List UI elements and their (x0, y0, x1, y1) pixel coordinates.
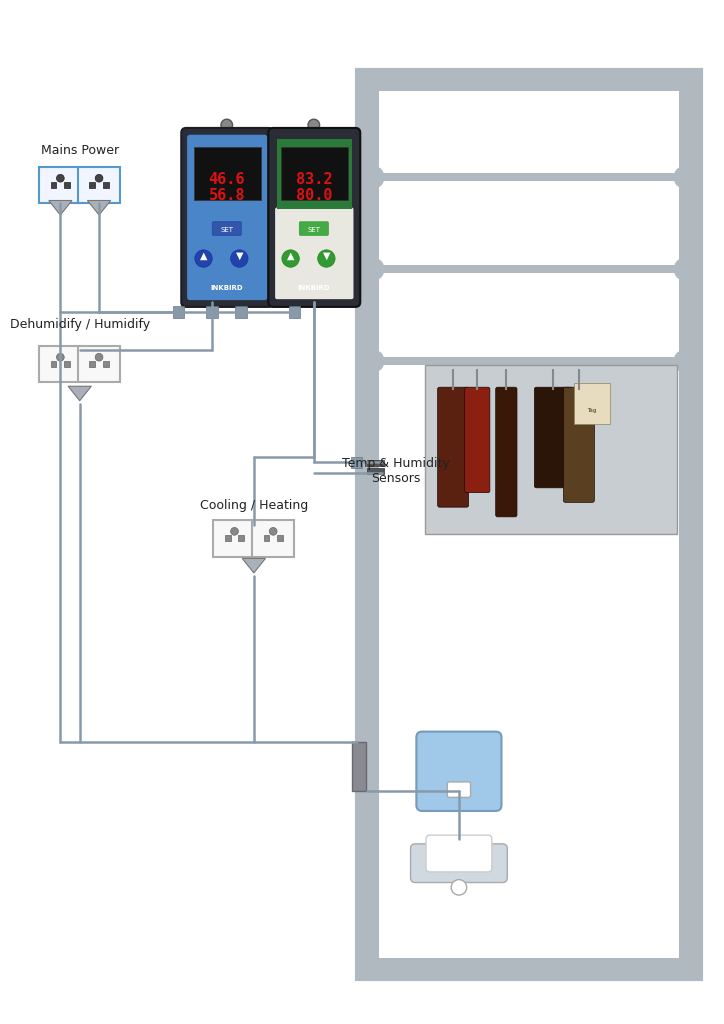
Polygon shape (49, 201, 72, 215)
Bar (384, 357, 675, 365)
Circle shape (56, 174, 64, 182)
Bar (384, 265, 675, 273)
FancyBboxPatch shape (39, 346, 82, 382)
Bar (352, 742, 366, 791)
Polygon shape (68, 386, 91, 400)
FancyBboxPatch shape (496, 387, 517, 517)
Polygon shape (88, 201, 111, 215)
Bar (281, 147, 348, 201)
Circle shape (95, 353, 103, 361)
Text: SET: SET (220, 226, 233, 232)
Bar (206, 306, 218, 317)
FancyBboxPatch shape (77, 346, 120, 382)
Text: Dehumidify / Humidify: Dehumidify / Humidify (9, 317, 150, 331)
FancyBboxPatch shape (465, 387, 490, 493)
FancyBboxPatch shape (77, 167, 120, 204)
Bar (172, 306, 184, 317)
Text: ▼: ▼ (235, 251, 243, 261)
FancyBboxPatch shape (379, 91, 680, 958)
Text: Temp & Humidity
Sensors: Temp & Humidity Sensors (342, 457, 450, 484)
Ellipse shape (367, 350, 384, 372)
Bar (51, 182, 56, 188)
FancyBboxPatch shape (416, 731, 502, 811)
Text: Tag: Tag (586, 408, 596, 413)
FancyBboxPatch shape (269, 128, 361, 307)
FancyBboxPatch shape (563, 387, 594, 503)
FancyBboxPatch shape (447, 782, 471, 798)
Ellipse shape (367, 167, 384, 188)
Text: 83.2: 83.2 (295, 172, 332, 186)
Bar (367, 468, 384, 474)
FancyBboxPatch shape (213, 520, 256, 556)
Ellipse shape (674, 350, 691, 372)
Ellipse shape (674, 167, 691, 188)
Bar (103, 361, 109, 367)
Circle shape (195, 250, 212, 267)
Bar (367, 460, 384, 466)
FancyBboxPatch shape (187, 135, 267, 300)
FancyBboxPatch shape (39, 167, 82, 204)
Text: 56.8: 56.8 (209, 188, 245, 203)
FancyBboxPatch shape (299, 222, 328, 236)
Circle shape (318, 250, 335, 267)
Text: ▼: ▼ (323, 251, 330, 261)
Circle shape (451, 880, 467, 895)
Polygon shape (243, 558, 266, 573)
FancyBboxPatch shape (411, 844, 508, 883)
FancyBboxPatch shape (534, 387, 572, 487)
FancyBboxPatch shape (212, 222, 241, 236)
Text: ▲: ▲ (287, 251, 295, 261)
Bar (51, 361, 56, 367)
Circle shape (282, 250, 299, 267)
FancyBboxPatch shape (181, 128, 273, 307)
Bar (264, 536, 269, 541)
Bar (384, 173, 675, 181)
Bar (238, 536, 244, 541)
Bar (425, 365, 677, 535)
Circle shape (231, 527, 238, 536)
FancyBboxPatch shape (277, 139, 352, 210)
Bar (194, 147, 261, 201)
FancyBboxPatch shape (437, 387, 468, 507)
Text: Mains Power: Mains Power (41, 143, 119, 157)
Bar (235, 306, 247, 317)
Circle shape (56, 353, 64, 361)
Circle shape (269, 527, 277, 536)
Bar (277, 536, 283, 541)
Bar (225, 536, 231, 541)
Text: 46.6: 46.6 (209, 172, 245, 186)
FancyBboxPatch shape (358, 70, 701, 979)
FancyBboxPatch shape (426, 836, 492, 871)
Bar (350, 457, 362, 468)
Bar (89, 361, 95, 367)
FancyBboxPatch shape (574, 383, 610, 424)
Bar (89, 182, 95, 188)
Circle shape (308, 119, 319, 131)
Circle shape (221, 119, 232, 131)
Text: Cooling / Heating: Cooling / Heating (200, 499, 308, 512)
Text: INKBIRD: INKBIRD (211, 285, 243, 291)
Bar (289, 306, 300, 317)
Text: SET: SET (307, 226, 320, 232)
Bar (64, 182, 70, 188)
Ellipse shape (367, 258, 384, 280)
Text: INKBIRD: INKBIRD (298, 285, 330, 291)
Bar (103, 182, 109, 188)
Text: 80.0: 80.0 (295, 188, 332, 203)
Text: ▲: ▲ (200, 251, 207, 261)
Circle shape (95, 174, 103, 182)
Bar (64, 361, 70, 367)
FancyBboxPatch shape (275, 208, 353, 299)
FancyBboxPatch shape (252, 520, 295, 556)
Circle shape (231, 250, 248, 267)
Ellipse shape (674, 258, 691, 280)
